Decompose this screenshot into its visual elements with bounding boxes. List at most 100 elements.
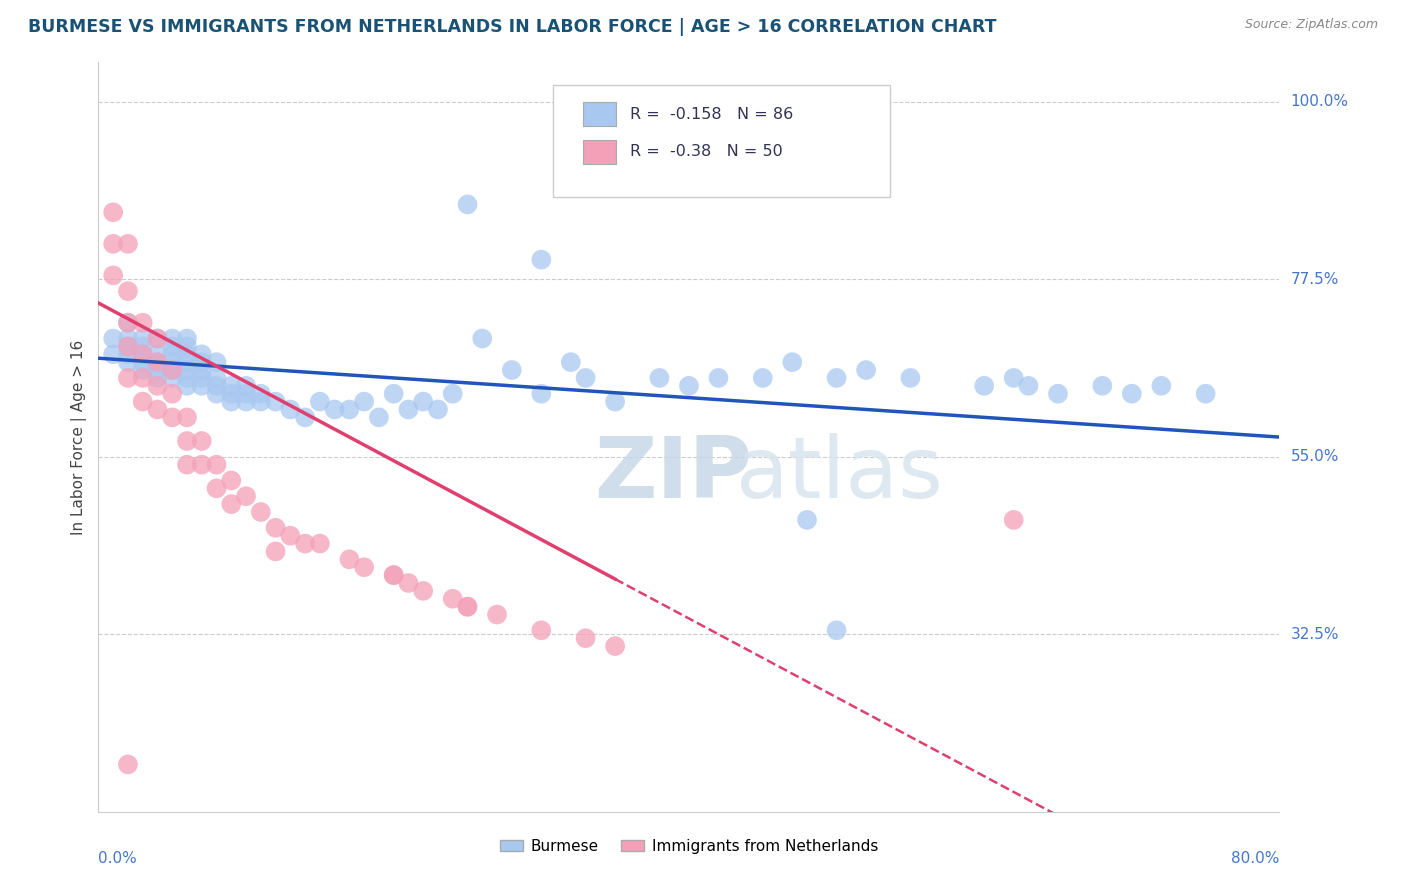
Point: [501, 363, 523, 377]
Point: [146, 379, 169, 393]
Point: [1121, 386, 1143, 401]
Point: [1002, 371, 1025, 385]
Point: [132, 363, 155, 377]
Point: [398, 402, 420, 417]
Point: [162, 331, 183, 345]
Point: [309, 536, 332, 550]
Point: [146, 355, 169, 369]
Text: ZIP: ZIP: [595, 433, 752, 516]
Point: [353, 394, 375, 409]
Point: [605, 639, 627, 653]
Point: [280, 529, 302, 543]
Point: [782, 355, 804, 369]
Point: [530, 386, 553, 401]
Point: [132, 371, 155, 385]
Point: [132, 347, 155, 361]
Point: [221, 379, 243, 393]
Point: [1018, 379, 1040, 393]
Point: [648, 371, 671, 385]
Point: [103, 205, 125, 219]
FancyBboxPatch shape: [553, 85, 890, 197]
Point: [294, 536, 316, 550]
Point: [560, 355, 582, 369]
Point: [353, 560, 375, 574]
Point: [117, 339, 139, 353]
Text: atlas: atlas: [737, 433, 945, 516]
Y-axis label: In Labor Force | Age > 16: In Labor Force | Age > 16: [72, 340, 87, 534]
Point: [176, 347, 198, 361]
Point: [132, 339, 155, 353]
Point: [264, 521, 287, 535]
Point: [176, 434, 198, 448]
Point: [796, 513, 818, 527]
Point: [117, 371, 139, 385]
Point: [205, 355, 228, 369]
Point: [1195, 386, 1218, 401]
Legend: Burmese, Immigrants from Netherlands: Burmese, Immigrants from Netherlands: [494, 833, 884, 860]
Point: [117, 339, 139, 353]
Point: [103, 331, 125, 345]
Point: [382, 386, 405, 401]
Point: [486, 607, 509, 622]
Text: BURMESE VS IMMIGRANTS FROM NETHERLANDS IN LABOR FORCE | AGE > 16 CORRELATION CHA: BURMESE VS IMMIGRANTS FROM NETHERLANDS I…: [28, 18, 997, 36]
Point: [1091, 379, 1114, 393]
Point: [205, 386, 228, 401]
Point: [176, 458, 198, 472]
Point: [205, 371, 228, 385]
FancyBboxPatch shape: [582, 140, 616, 163]
Point: [221, 474, 243, 488]
Point: [205, 481, 228, 495]
Point: [575, 631, 598, 645]
Point: [176, 379, 198, 393]
Point: [412, 583, 434, 598]
Point: [146, 402, 169, 417]
Text: 77.5%: 77.5%: [1291, 272, 1339, 287]
Point: [191, 347, 214, 361]
Point: [250, 505, 273, 519]
Point: [441, 591, 464, 606]
Point: [1150, 379, 1173, 393]
Point: [235, 394, 257, 409]
Point: [441, 386, 464, 401]
Point: [132, 347, 155, 361]
FancyBboxPatch shape: [582, 103, 616, 126]
Point: [855, 363, 877, 377]
Point: [205, 379, 228, 393]
Text: 32.5%: 32.5%: [1291, 627, 1339, 641]
Point: [162, 363, 183, 377]
Point: [973, 379, 995, 393]
Point: [191, 379, 214, 393]
Point: [176, 363, 198, 377]
Point: [162, 363, 183, 377]
Point: [250, 386, 273, 401]
Point: [117, 284, 139, 298]
Point: [191, 458, 214, 472]
Point: [117, 316, 139, 330]
Point: [176, 371, 198, 385]
Point: [530, 624, 553, 638]
Text: 80.0%: 80.0%: [1232, 851, 1279, 865]
Point: [752, 371, 775, 385]
Point: [162, 371, 183, 385]
Point: [382, 568, 405, 582]
Point: [191, 355, 214, 369]
Point: [398, 576, 420, 591]
Point: [132, 394, 155, 409]
Text: 55.0%: 55.0%: [1291, 450, 1339, 465]
Point: [162, 410, 183, 425]
Point: [176, 339, 198, 353]
Point: [339, 552, 361, 566]
Point: [162, 355, 183, 369]
Point: [457, 599, 479, 614]
Point: [162, 386, 183, 401]
Point: [132, 355, 155, 369]
Point: [176, 410, 198, 425]
Point: [457, 599, 479, 614]
Point: [707, 371, 730, 385]
Point: [294, 410, 316, 425]
Point: [146, 331, 169, 345]
Point: [264, 394, 287, 409]
Point: [235, 489, 257, 503]
Point: [162, 347, 183, 361]
Point: [146, 355, 169, 369]
